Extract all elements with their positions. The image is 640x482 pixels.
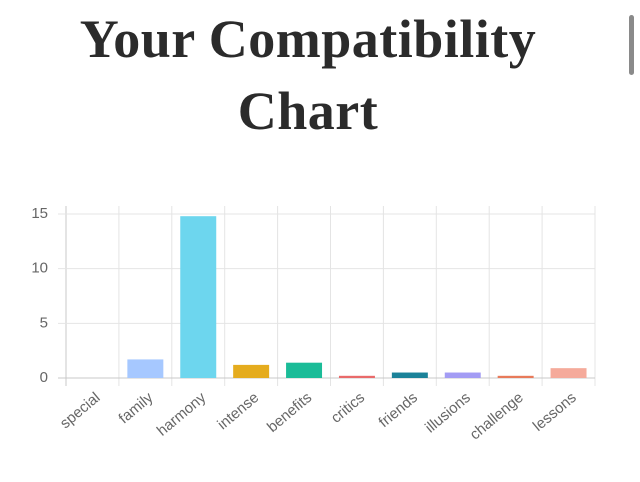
y-tick-label: 0	[40, 369, 48, 386]
bar	[497, 375, 534, 378]
chart-title: Chart	[237, 81, 379, 141]
bar	[233, 364, 270, 378]
x-tick-label: illusions	[422, 389, 474, 436]
bar	[550, 368, 587, 378]
x-tick-label: family	[116, 389, 157, 428]
x-tick-label: special	[57, 389, 104, 432]
x-tick-label: benefits	[264, 389, 315, 436]
x-tick-label: challenge	[467, 389, 527, 443]
x-tick-label: lessons	[530, 389, 580, 435]
y-tick-label: 15	[31, 205, 48, 222]
bar	[127, 359, 164, 378]
scrollbar[interactable]	[629, 15, 634, 75]
bar	[286, 362, 323, 378]
x-tick-label: friends	[376, 389, 421, 431]
y-tick-label: 10	[31, 260, 48, 277]
bar	[338, 375, 375, 378]
bar	[391, 372, 428, 378]
y-tick-label: 5	[40, 314, 48, 331]
x-tick-label: harmony	[154, 389, 210, 440]
chart-title: Your Compatibility	[79, 9, 537, 69]
x-tick-label: intense	[214, 389, 262, 433]
bar	[444, 372, 481, 378]
x-tick-label: critics	[328, 389, 368, 427]
bar	[180, 216, 217, 378]
